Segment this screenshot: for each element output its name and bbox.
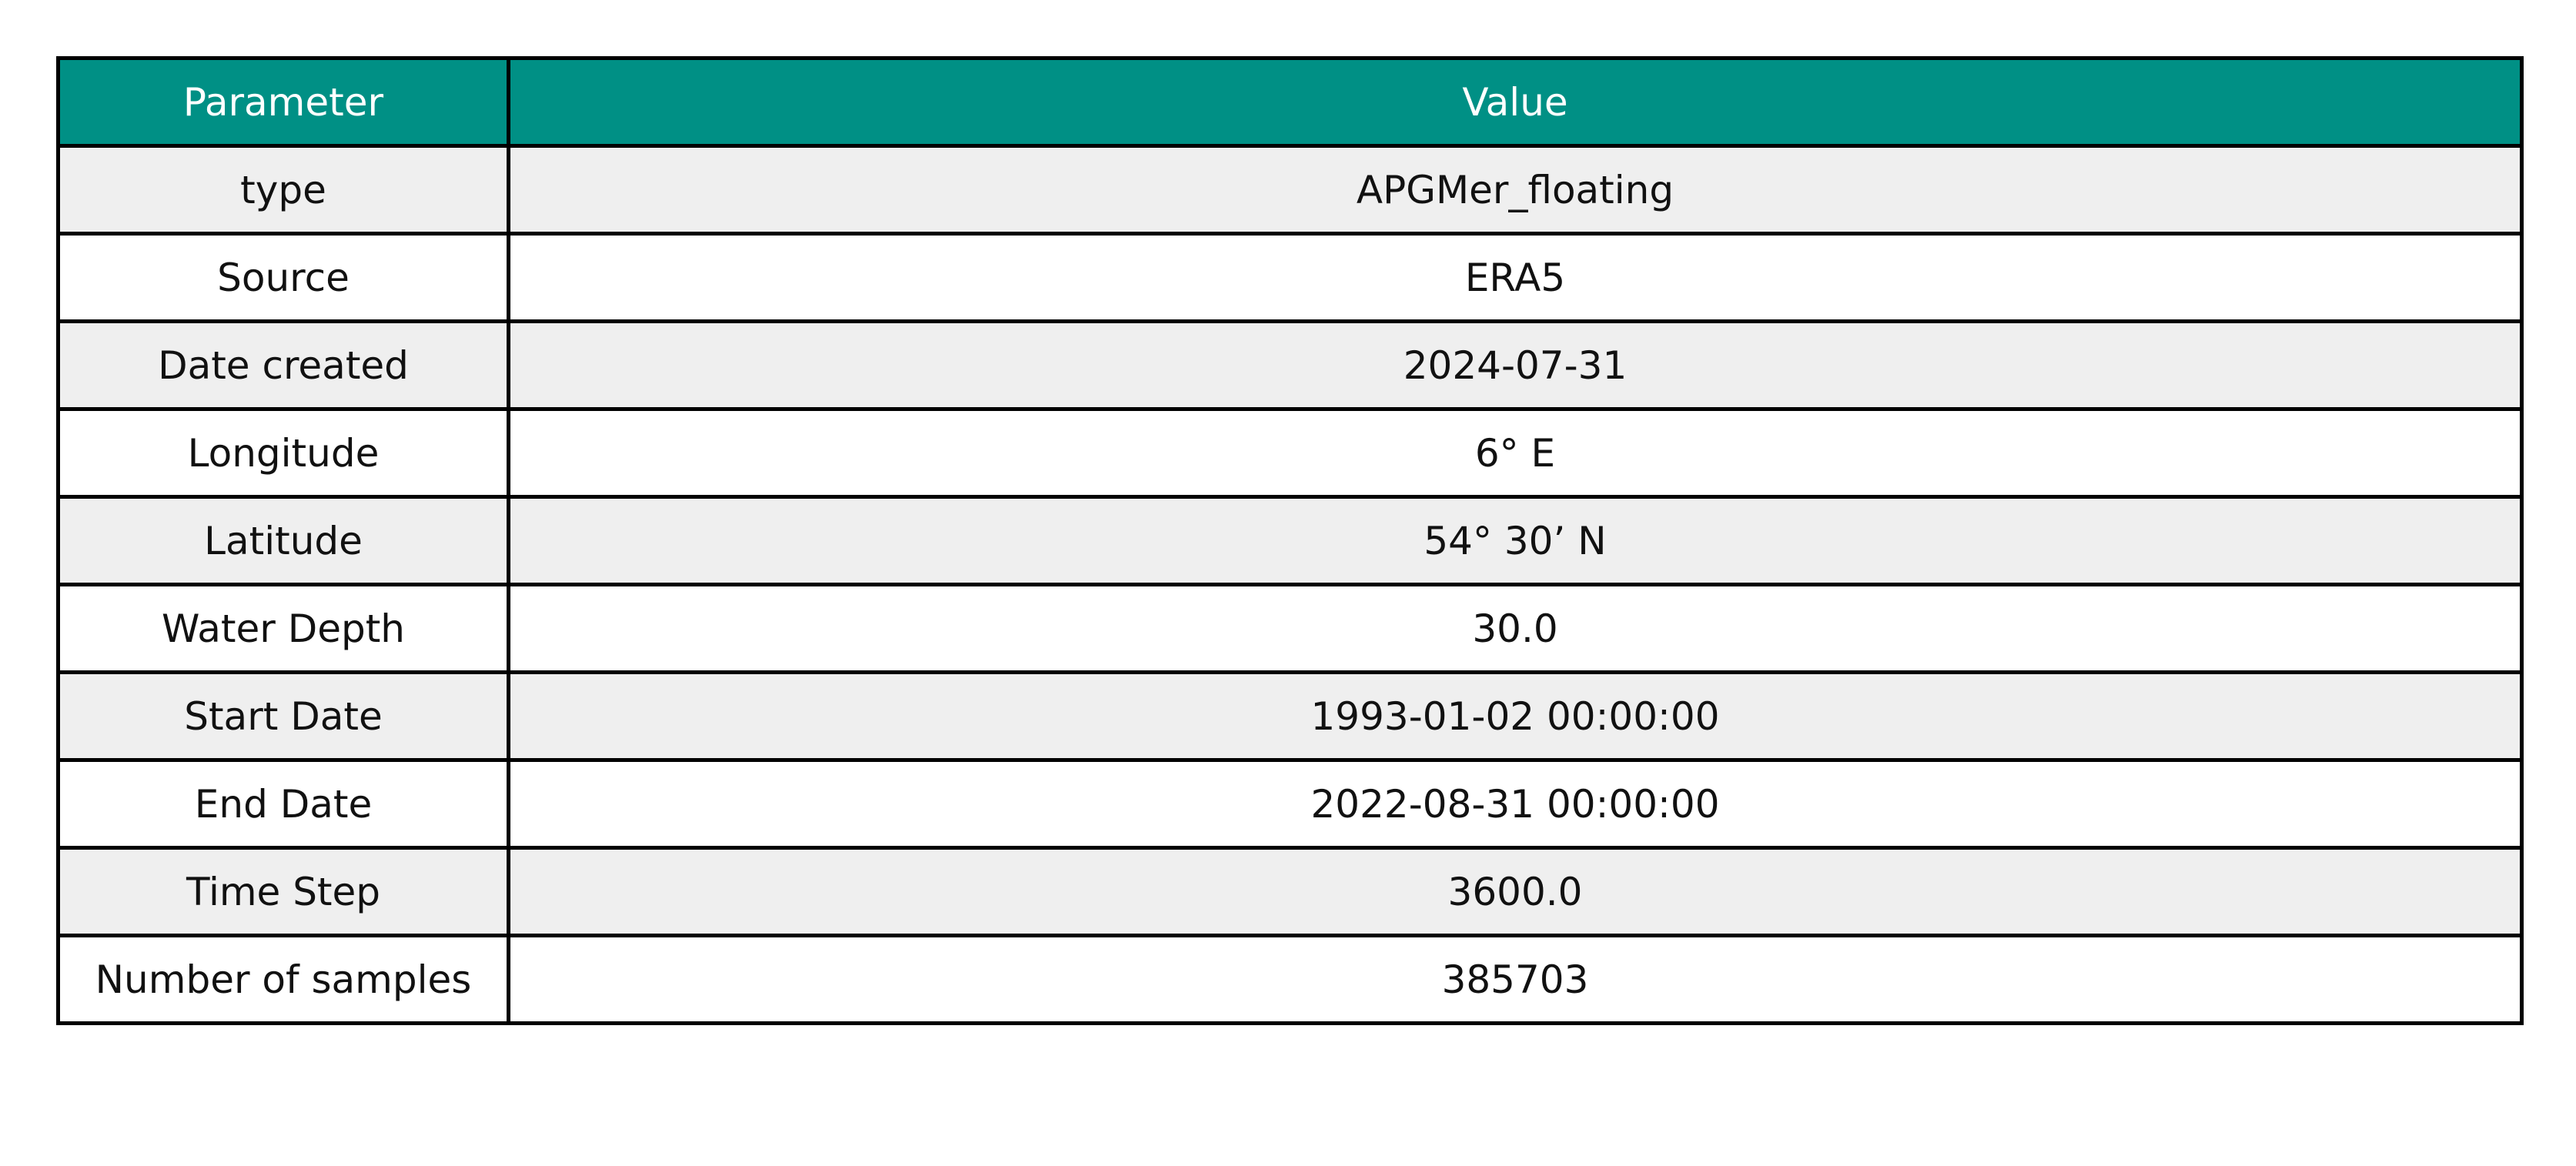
table-row: Time Step 3600.0 xyxy=(56,846,2524,937)
cell-value: 54° 30’ N xyxy=(507,495,2524,586)
cell-parameter: Date created xyxy=(56,319,510,411)
table-row: Source ERA5 xyxy=(56,232,2524,323)
table-row: End Date 2022-08-31 00:00:00 xyxy=(56,758,2524,850)
cell-value: 3600.0 xyxy=(507,846,2524,937)
table-row: Date created 2024-07-31 xyxy=(56,319,2524,411)
table-body: type APGMer_floating Source ERA5 Date cr… xyxy=(56,144,2524,1025)
header-value: Value xyxy=(507,56,2524,148)
parameter-table: Parameter Value type APGMer_floating Sou… xyxy=(56,56,2524,1025)
cell-parameter: Number of samples xyxy=(56,934,510,1025)
parameter-table-container: Parameter Value type APGMer_floating Sou… xyxy=(56,56,2524,1025)
table-header: Parameter Value xyxy=(56,56,2524,148)
cell-value: 30.0 xyxy=(507,583,2524,674)
cell-parameter: Water Depth xyxy=(56,583,510,674)
cell-parameter: Latitude xyxy=(56,495,510,586)
cell-value: ERA5 xyxy=(507,232,2524,323)
table-row: Longitude 6° E xyxy=(56,407,2524,499)
table-row: Latitude 54° 30’ N xyxy=(56,495,2524,586)
table-row: Water Depth 30.0 xyxy=(56,583,2524,674)
cell-value: 6° E xyxy=(507,407,2524,499)
cell-parameter: type xyxy=(56,144,510,236)
table-row: Number of samples 385703 xyxy=(56,934,2524,1025)
header-row: Parameter Value xyxy=(56,56,2524,148)
cell-value: 2022-08-31 00:00:00 xyxy=(507,758,2524,850)
cell-parameter: Source xyxy=(56,232,510,323)
table-row: Start Date 1993-01-02 00:00:00 xyxy=(56,670,2524,762)
cell-parameter: Longitude xyxy=(56,407,510,499)
cell-value: 1993-01-02 00:00:00 xyxy=(507,670,2524,762)
table-row: type APGMer_floating xyxy=(56,144,2524,236)
header-parameter: Parameter xyxy=(56,56,510,148)
cell-parameter: Time Step xyxy=(56,846,510,937)
cell-parameter: Start Date xyxy=(56,670,510,762)
cell-value: 385703 xyxy=(507,934,2524,1025)
cell-value: 2024-07-31 xyxy=(507,319,2524,411)
cell-parameter: End Date xyxy=(56,758,510,850)
cell-value: APGMer_floating xyxy=(507,144,2524,236)
